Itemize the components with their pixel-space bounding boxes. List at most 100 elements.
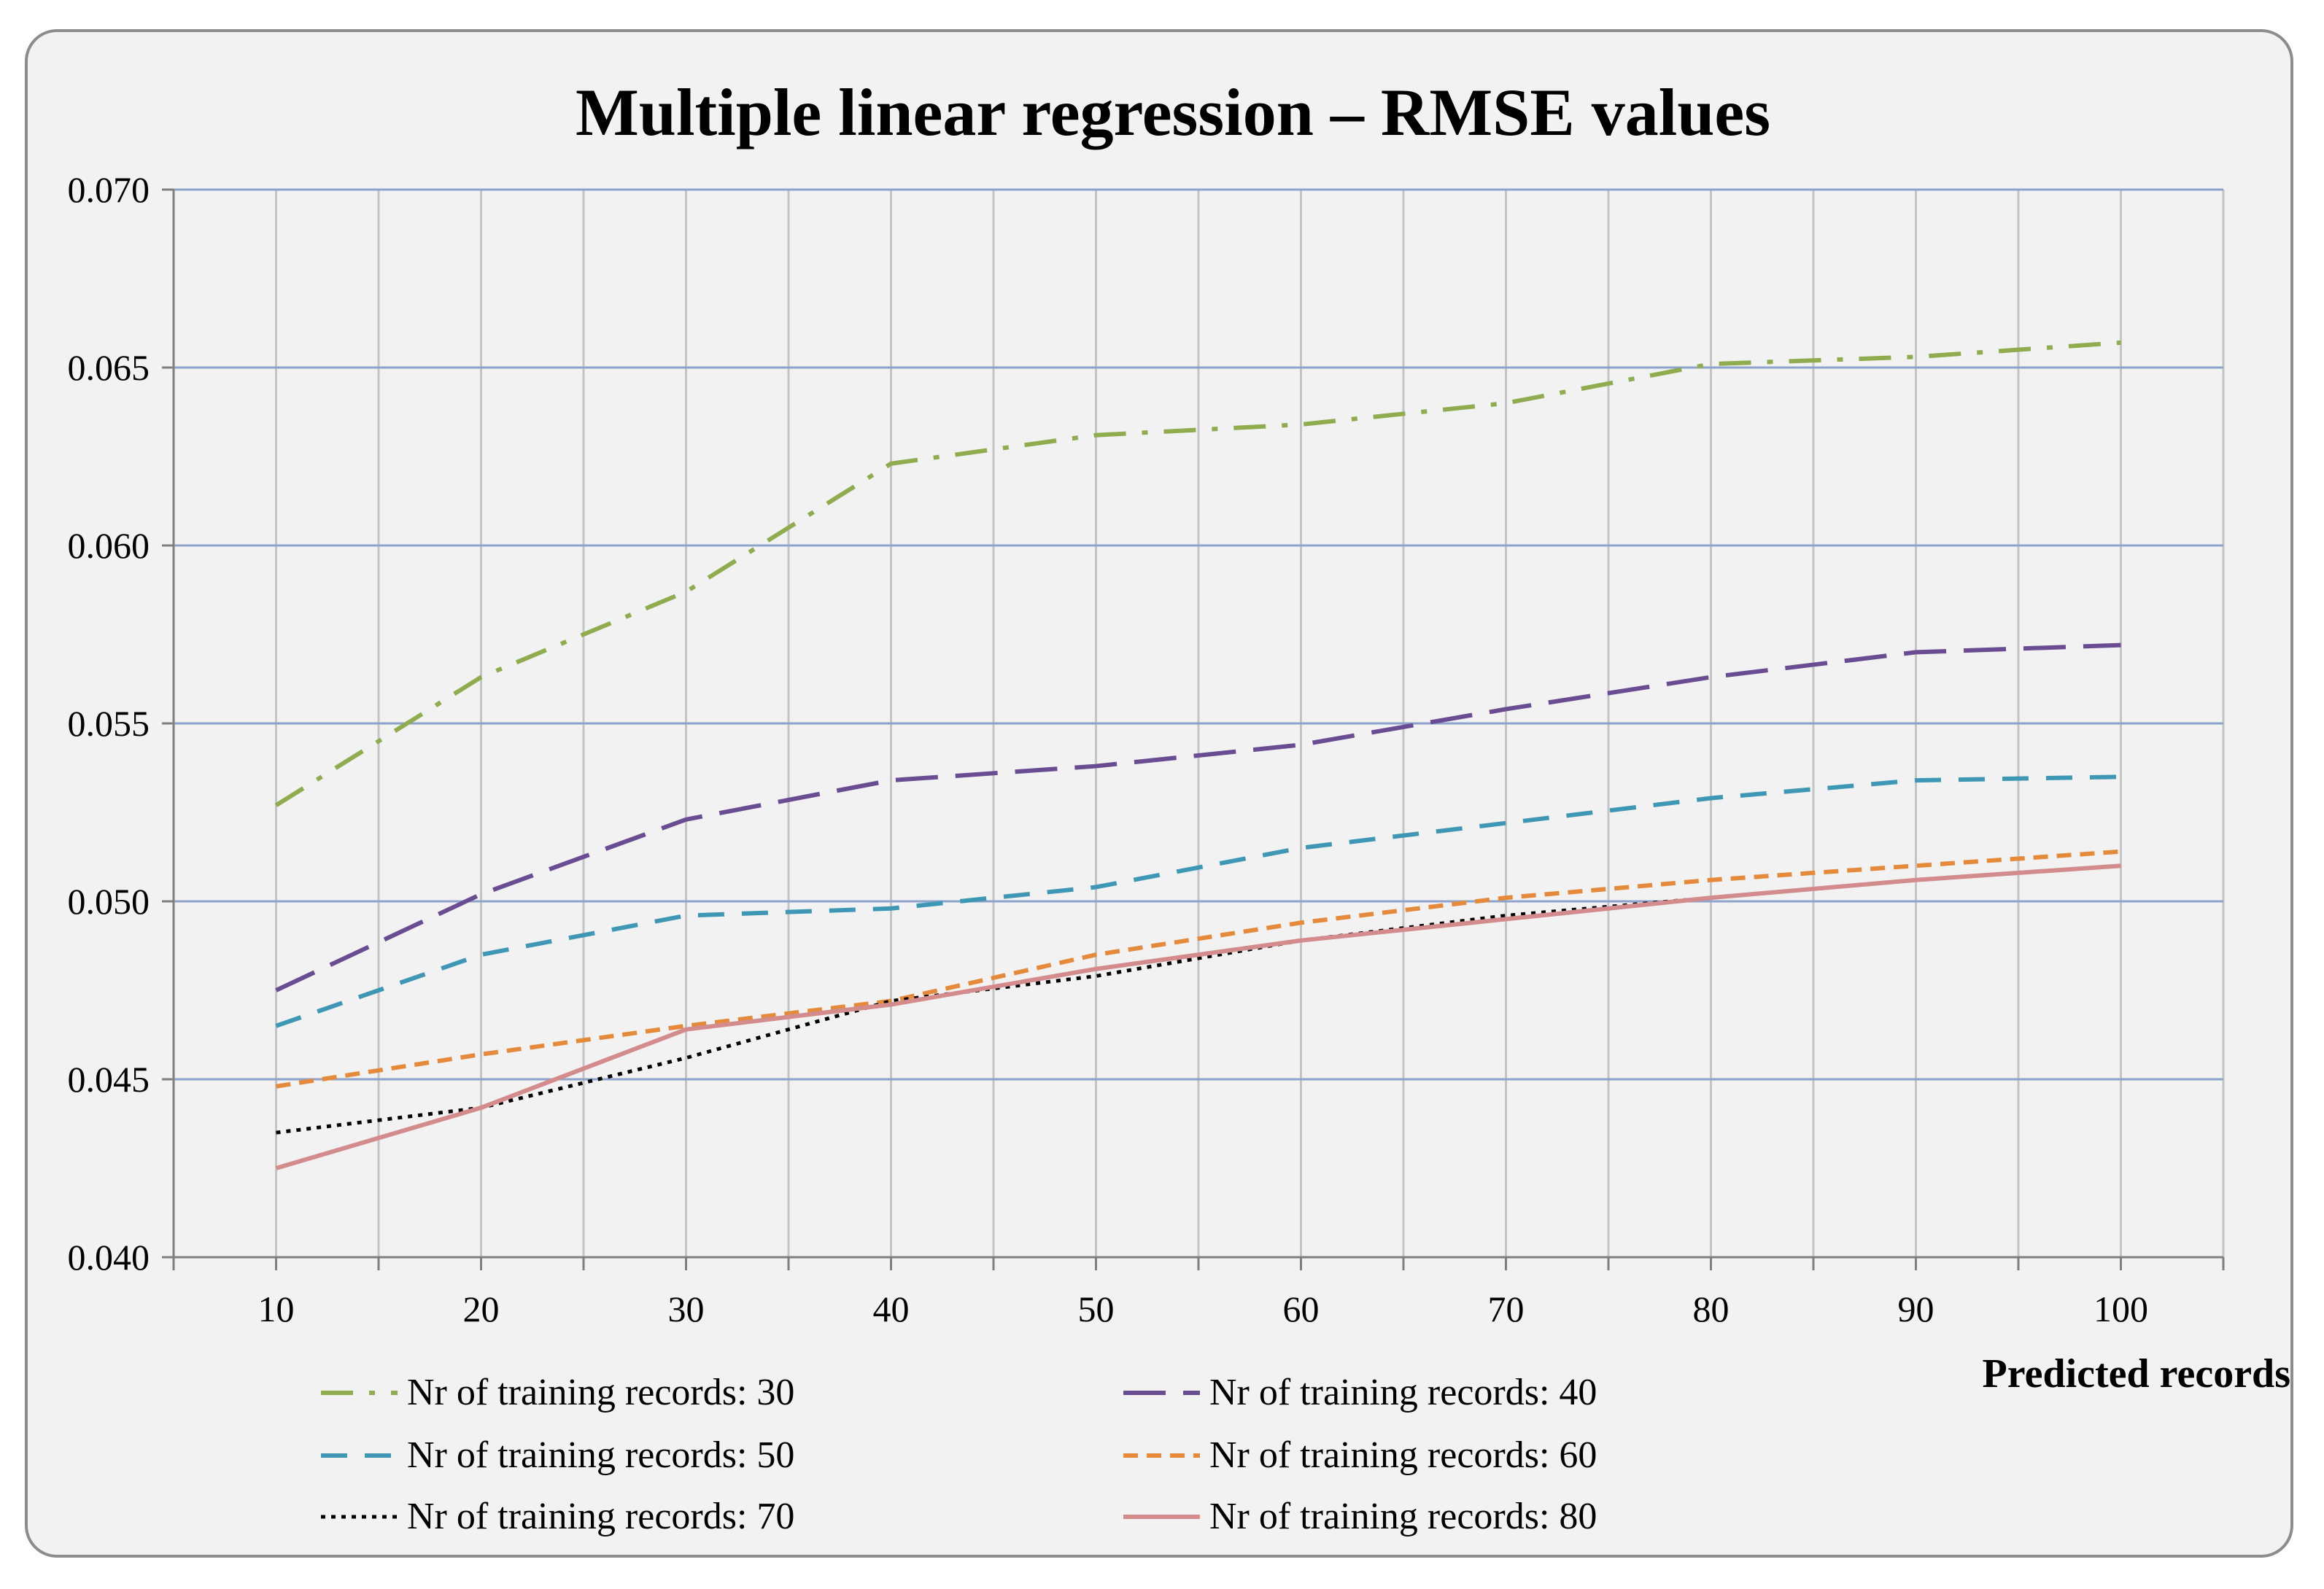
y-tick-label: 0.065: [68, 347, 150, 388]
legend-label: Nr of training records: 80: [1209, 1496, 1597, 1537]
data-point: [890, 780, 892, 782]
legend-label: Nr of training records: 40: [1209, 1372, 1597, 1413]
data-point: [1915, 356, 1917, 358]
x-tick-label: 20: [463, 1289, 500, 1329]
chart-title: Multiple linear regression – RMSE values: [576, 75, 1770, 149]
data-point: [685, 1028, 687, 1030]
data-point: [480, 1107, 482, 1109]
data-point: [275, 1132, 277, 1134]
y-tick-label: 0.055: [68, 703, 150, 744]
data-point: [1505, 708, 1507, 710]
data-point: [2120, 644, 2122, 646]
grid-layer: [172, 188, 2225, 1257]
series-line: [275, 863, 2121, 1170]
data-point: [480, 893, 482, 895]
data-point: [275, 1085, 277, 1087]
data-point: [2120, 865, 2122, 867]
legend-label: Nr of training records: 30: [407, 1372, 794, 1413]
data-point: [1505, 402, 1507, 404]
series-3: [275, 774, 2122, 1028]
data-point: [1505, 918, 1507, 920]
data-point: [890, 1003, 892, 1006]
data-point: [480, 1053, 482, 1055]
y-tick-label: 0.045: [68, 1059, 150, 1100]
series-5: [275, 863, 2121, 1135]
data-point: [1915, 780, 1917, 782]
data-point: [1505, 914, 1507, 917]
legend-item: Nr of training records: 30: [321, 1372, 794, 1413]
data-point: [1095, 765, 1097, 767]
series-4: [275, 849, 2121, 1089]
data-point: [1505, 822, 1507, 824]
data-point: [1505, 897, 1507, 899]
data-point: [1300, 847, 1302, 849]
data-point: [275, 990, 277, 992]
data-point: [1710, 897, 1712, 899]
series-line: [275, 642, 2121, 992]
series-1: [274, 340, 2122, 807]
legend-item: Nr of training records: 60: [1123, 1434, 1597, 1476]
series-layer: [274, 340, 2122, 1170]
data-point: [1095, 886, 1097, 888]
series-6: [275, 863, 2122, 1170]
x-tick-label: 10: [258, 1289, 295, 1329]
data-point: [890, 907, 892, 909]
x-tick-label: 100: [2093, 1289, 2148, 1329]
x-tick-label: 80: [1693, 1289, 1730, 1329]
legend-label: Nr of training records: 70: [407, 1496, 794, 1537]
data-point: [685, 1025, 687, 1027]
data-point: [1300, 922, 1302, 924]
x-tick-label: 60: [1283, 1289, 1320, 1329]
data-point: [1710, 797, 1712, 799]
data-point: [1710, 676, 1712, 678]
data-point: [890, 1000, 892, 1002]
legend-item: Nr of training records: 50: [321, 1434, 794, 1476]
data-point: [1300, 939, 1302, 941]
series-line: [274, 340, 2121, 807]
x-axis-label: Predicted records: [1983, 1351, 2290, 1396]
series-line: [275, 774, 2121, 1028]
data-point: [1710, 879, 1712, 881]
series-line: [276, 849, 2121, 1089]
data-point: [1915, 651, 1917, 653]
legend-label: Nr of training records: 60: [1209, 1434, 1597, 1476]
data-point: [685, 1057, 687, 1059]
x-tick-label: 40: [873, 1289, 910, 1329]
data-point: [480, 676, 482, 678]
data-point: [1095, 968, 1097, 970]
data-point: [1095, 434, 1097, 436]
series-2: [275, 642, 2122, 992]
legend: Nr of training records: 30 Nr of training…: [321, 1372, 1597, 1537]
legend-label: Nr of training records: 50: [407, 1434, 794, 1476]
data-point: [275, 804, 277, 807]
x-tick-label: 50: [1078, 1289, 1115, 1329]
data-point: [1915, 865, 1917, 867]
x-tick-label: 90: [1898, 1289, 1934, 1329]
data-point: [275, 1168, 277, 1170]
legend-item: Nr of training records: 80: [1123, 1496, 1597, 1537]
y-tick-label: 0.060: [68, 525, 150, 566]
data-point: [1710, 363, 1712, 365]
data-point: [685, 591, 687, 593]
legend-item: Nr of training records: 40: [1123, 1372, 1597, 1413]
data-point: [685, 818, 687, 820]
data-point: [1095, 954, 1097, 956]
data-point: [480, 954, 482, 956]
y-tick-label: 0.040: [68, 1237, 150, 1278]
data-point: [275, 1025, 277, 1027]
data-point: [2120, 341, 2122, 343]
data-point: [1300, 424, 1302, 426]
x-tick-label: 70: [1488, 1289, 1525, 1329]
y-tick-label: 0.050: [68, 881, 150, 922]
x-tick-label: 30: [668, 1289, 705, 1329]
legend-item: Nr of training records: 70: [321, 1496, 794, 1537]
y-tick-label: 0.070: [68, 169, 150, 210]
data-point: [1095, 975, 1097, 977]
data-point: [2120, 776, 2122, 778]
axis-layer: 0.040 0.045 0.050 0.055 0.060 0.065 0.070 10 20 3…: [68, 169, 2225, 1329]
data-point: [685, 914, 687, 917]
data-point: [1300, 744, 1302, 746]
series-line: [276, 863, 2121, 1135]
data-point: [890, 462, 892, 465]
